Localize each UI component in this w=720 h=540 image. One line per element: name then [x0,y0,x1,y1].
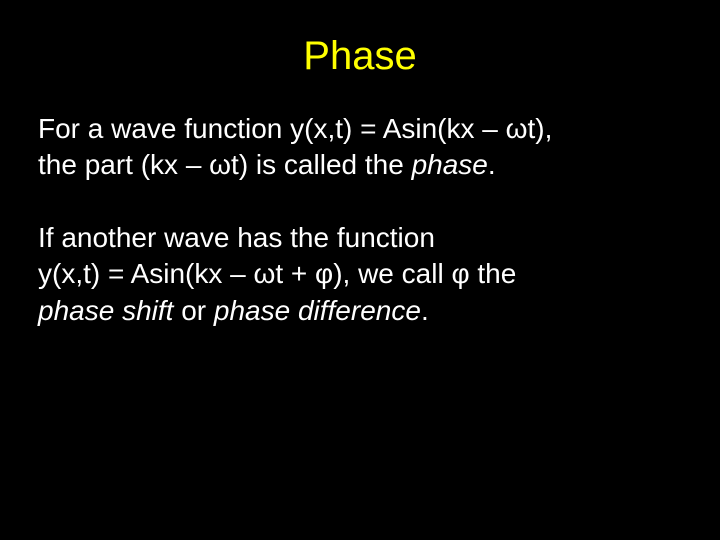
paragraph-1: For a wave function y(x,t) = Asin(kx – ω… [38,111,682,184]
italic-term: phase shift [38,295,173,326]
slide-container: Phase For a wave function y(x,t) = Asin(… [0,0,720,540]
text-line: y(x,t) = Asin(kx – ωt + φ), we call φ th… [38,258,516,289]
text-punct: . [488,149,496,180]
slide-title: Phase [38,34,682,79]
text-line: the part (kx – ωt) is called the [38,149,412,180]
text-conjunction: or [173,295,213,326]
paragraph-2: If another wave has the function y(x,t) … [38,220,682,329]
italic-term: phase difference [214,295,421,326]
text-punct: . [421,295,429,326]
italic-term: phase [412,149,488,180]
slide-body: For a wave function y(x,t) = Asin(kx – ω… [38,111,682,329]
text-line: If another wave has the function [38,222,435,253]
text-line: For a wave function y(x,t) = Asin(kx – ω… [38,113,552,144]
